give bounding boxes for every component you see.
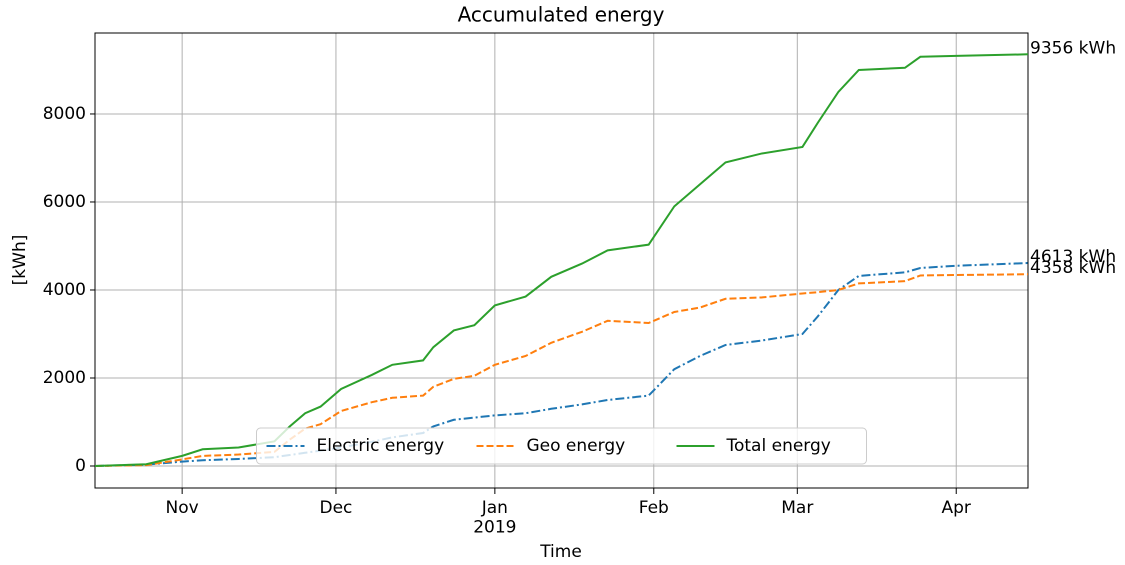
legend-label: Geo energy (527, 436, 626, 456)
x-tick-label: Apr (942, 498, 971, 518)
legend-box (256, 427, 867, 465)
y-tick-label: 0 (75, 456, 86, 476)
series-line (94, 53, 1029, 467)
x-tick-label: Mar (781, 498, 813, 518)
y-tick-label: 8000 (43, 104, 86, 124)
y-tick-label: 2000 (43, 368, 86, 388)
x-axis-label: Time (539, 542, 582, 562)
end-label: 4613 kWh (1030, 247, 1116, 267)
y-tick-label: 4000 (43, 280, 86, 300)
y-tick-label: 6000 (43, 192, 86, 212)
x-tick-label: Feb (639, 498, 669, 518)
chart-title: Accumulated energy (458, 3, 665, 27)
legend-label: Total energy (726, 436, 831, 456)
y-axis-label: [kWh] (10, 235, 30, 286)
legend-label: Electric energy (317, 436, 445, 456)
x-tick-label: Nov (166, 498, 199, 518)
end-label: 9356 kWh (1030, 38, 1116, 58)
plot-frame (94, 32, 1029, 489)
x-tick-label: Jan 2019 (473, 498, 516, 538)
x-tick-label: Dec (319, 498, 352, 518)
end-label: 4358 kWh (1030, 258, 1116, 278)
